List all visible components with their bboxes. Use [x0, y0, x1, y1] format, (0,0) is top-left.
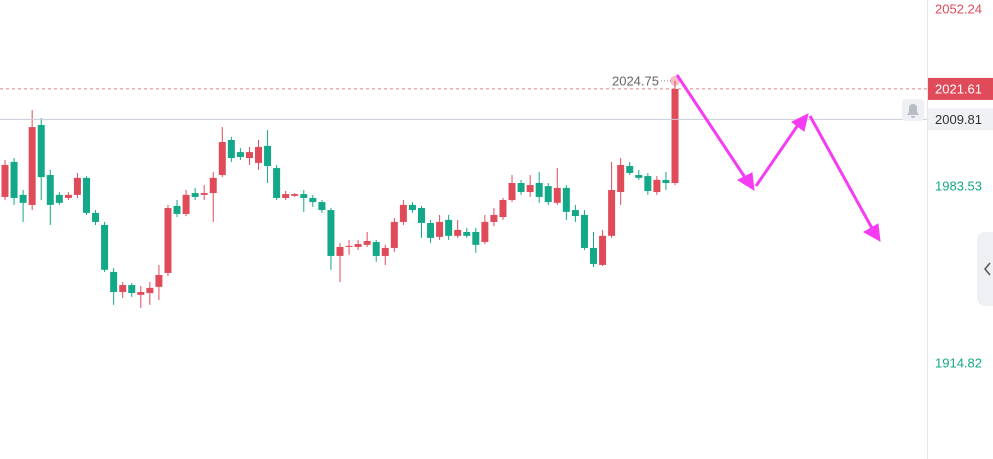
- candle-body: [463, 231, 471, 236]
- y-tick-label: 1914.82: [935, 356, 982, 371]
- candle-body: [580, 214, 588, 248]
- candle-body: [363, 240, 371, 245]
- candle-body: [653, 179, 661, 193]
- y-tick-label: 1983.53: [935, 178, 982, 193]
- candle-body: [535, 183, 543, 197]
- candle-body: [571, 210, 579, 216]
- candle-body: [445, 219, 453, 236]
- candle-body: [381, 247, 389, 256]
- candle-body: [28, 127, 36, 205]
- candle-body: [635, 175, 643, 178]
- candle-body: [599, 235, 607, 265]
- candle-body: [327, 210, 335, 256]
- candle-body: [454, 229, 462, 236]
- candle-body: [562, 187, 570, 212]
- candle-body: [336, 246, 344, 256]
- arrow-head: [862, 223, 881, 242]
- candle-body: [345, 245, 353, 247]
- last-price-label: 2021.61: [935, 81, 982, 96]
- candle-body: [626, 166, 634, 173]
- candle-body: [37, 125, 45, 178]
- forecast-arrows: [675, 74, 881, 242]
- candle-body: [146, 287, 154, 294]
- candle-body: [209, 177, 217, 194]
- candle-body: [508, 183, 516, 201]
- high-label: 2024.75: [612, 73, 659, 88]
- candle-body: [671, 88, 679, 184]
- candle-body: [390, 221, 398, 248]
- candle-body: [427, 222, 435, 238]
- candle-body: [218, 142, 226, 176]
- candle-body: [119, 285, 127, 293]
- candle-body: [110, 271, 118, 293]
- candle-body: [82, 177, 90, 213]
- candle-body: [590, 247, 598, 264]
- candle-body: [417, 208, 425, 223]
- candle-body: [517, 183, 525, 193]
- candle-body: [291, 194, 299, 196]
- candle-body: [526, 185, 534, 193]
- candle-body: [64, 194, 72, 198]
- candle-body: [255, 146, 263, 163]
- candle-body: [10, 161, 18, 198]
- candle-body: [318, 202, 326, 211]
- candle-body: [553, 187, 561, 203]
- candle-body: [264, 145, 272, 167]
- candle-body: [354, 244, 362, 247]
- candle-body: [182, 194, 190, 214]
- candle-body: [227, 139, 235, 159]
- candle-body: [662, 179, 670, 184]
- candle-body: [608, 189, 616, 236]
- candle-body: [19, 194, 27, 203]
- candle-body: [481, 221, 489, 243]
- candle-body: [617, 164, 625, 193]
- candle-body: [544, 186, 552, 203]
- arrow-line: [754, 121, 802, 187]
- bell-icon: [907, 104, 919, 118]
- candle-body: [309, 197, 317, 203]
- candle-body: [137, 292, 145, 295]
- arrow-line: [675, 74, 750, 183]
- candle-body: [101, 225, 109, 270]
- candle-body: [472, 231, 480, 245]
- candle-body: [490, 214, 498, 222]
- candle-body: [164, 208, 172, 273]
- candle-body: [436, 221, 444, 237]
- last-price-box: [928, 77, 993, 100]
- candle-body: [245, 152, 253, 159]
- candle-body: [282, 194, 290, 198]
- candle-body: [408, 204, 416, 211]
- candle-body: [200, 193, 208, 195]
- candle-body: [155, 275, 163, 287]
- candle-body: [236, 152, 244, 157]
- candle-body: [73, 177, 81, 195]
- candle-body: [399, 204, 407, 222]
- alert-bell[interactable]: [902, 99, 924, 121]
- arrow-line: [808, 115, 875, 231]
- plot: 1914.82 1983.53 2052.24 2024.75 2009.81 2021.…: [0, 1, 993, 371]
- candle-body: [1, 164, 9, 197]
- toggle-chevron: [984, 262, 991, 276]
- candle-body: [46, 175, 54, 205]
- order-price-label: 2009.81: [935, 112, 982, 127]
- candle-body: [499, 200, 507, 218]
- arrow-head: [791, 113, 809, 132]
- candle-body: [372, 242, 380, 256]
- candle-body: [273, 168, 281, 198]
- candle-body: [128, 285, 136, 294]
- candle-body: [55, 194, 63, 203]
- candle-body: [173, 205, 181, 214]
- side-panel-toggle[interactable]: [977, 232, 993, 306]
- candle-body: [191, 193, 199, 197]
- y-tick-label: 2052.24: [935, 1, 982, 16]
- candle-body: [92, 212, 100, 222]
- candle-body: [300, 194, 308, 198]
- candle-body: [644, 176, 652, 192]
- arrow-head: [736, 172, 755, 191]
- order-price-box: [928, 108, 993, 131]
